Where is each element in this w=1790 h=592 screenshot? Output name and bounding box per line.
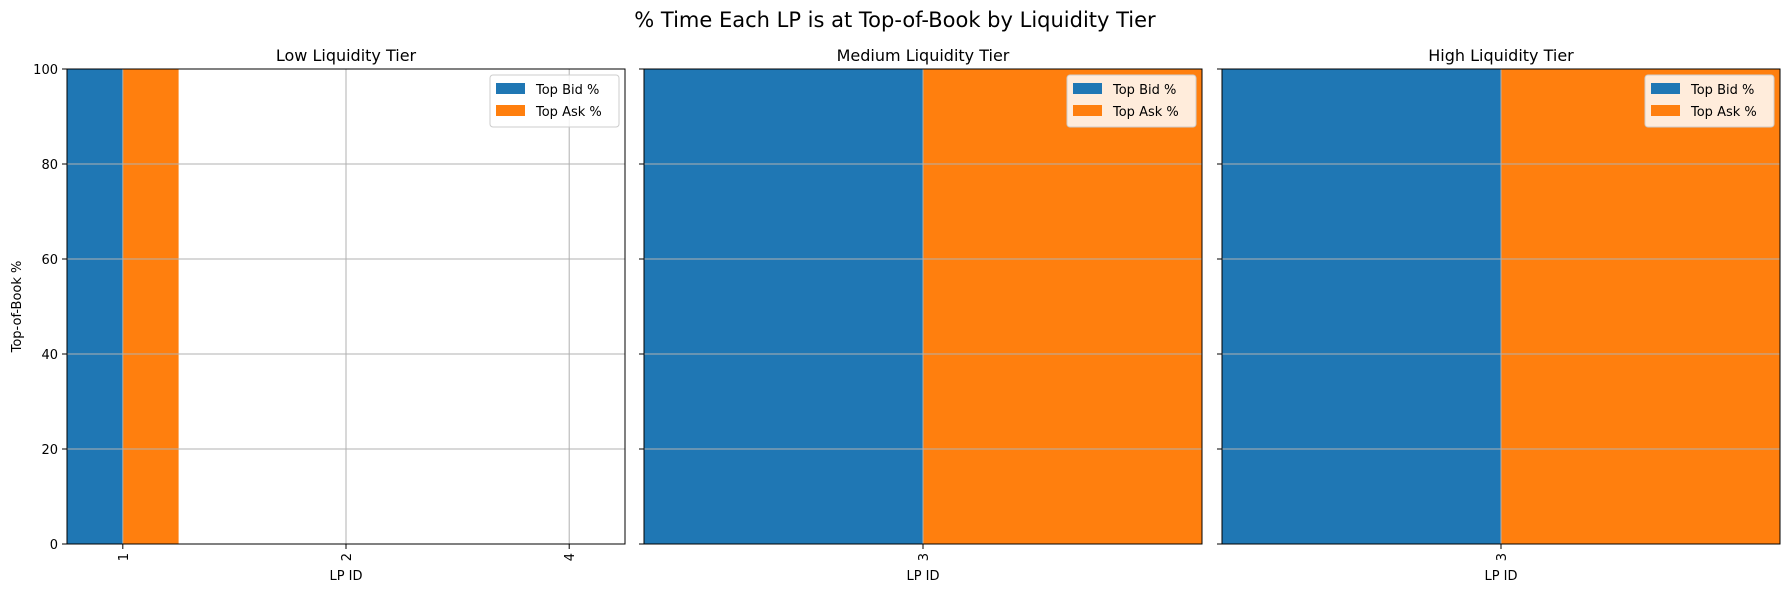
legend: Top Bid % Top Ask % bbox=[1644, 74, 1775, 128]
x-tick-label: 1 bbox=[117, 553, 132, 561]
bar-top-ask-lp-3 bbox=[923, 69, 1202, 544]
x-axis-label: LP ID bbox=[906, 569, 939, 584]
legend-swatch bbox=[496, 83, 525, 94]
legend-swatch bbox=[1073, 105, 1102, 116]
x-tick-label: 2 bbox=[340, 553, 355, 561]
y-tick-label: 0 bbox=[50, 538, 58, 553]
chart-panel-3: 3 High Liquidity Tier LP ID Top Bid % Top As… bbox=[1217, 46, 1781, 584]
legend-label: Top Ask % bbox=[1690, 105, 1757, 120]
x-tick-label: 3 bbox=[1495, 553, 1510, 561]
panel-title: Low Liquidity Tier bbox=[276, 46, 417, 65]
legend-label: Top Bid % bbox=[1112, 83, 1176, 98]
legend-swatch bbox=[1651, 83, 1680, 94]
panel-title: Medium Liquidity Tier bbox=[837, 46, 1010, 65]
y-tick-label: 60 bbox=[41, 253, 58, 268]
y-tick-label: 80 bbox=[41, 158, 58, 173]
x-tick-label: 4 bbox=[563, 553, 578, 561]
bar-top-ask-lp-1 bbox=[122, 69, 179, 544]
bar-top-bid-lp-1 bbox=[67, 69, 123, 544]
legend-label: Top Ask % bbox=[535, 105, 602, 120]
y-tick-label: 100 bbox=[33, 63, 58, 78]
legend: Top Bid % Top Ask % bbox=[1066, 74, 1197, 128]
legend-label: Top Ask % bbox=[1112, 105, 1179, 120]
legend-swatch bbox=[496, 105, 525, 116]
legend-label: Top Bid % bbox=[1690, 83, 1754, 98]
x-tick-label: 3 bbox=[917, 553, 932, 561]
legend-swatch bbox=[1073, 83, 1102, 94]
x-axis-label: LP ID bbox=[329, 569, 362, 584]
panel-title: High Liquidity Tier bbox=[1428, 46, 1574, 65]
figure-title: % Time Each LP is at Top-of-Book by Liqu… bbox=[634, 8, 1156, 32]
legend-swatch bbox=[1651, 105, 1680, 116]
y-tick-label: 40 bbox=[41, 348, 58, 363]
legend-label: Top Bid % bbox=[535, 83, 599, 98]
bar-top-bid-lp-3 bbox=[1222, 69, 1501, 544]
x-axis-label: LP ID bbox=[1484, 569, 1517, 584]
chart-panel-1: 0 20 40 60 80 100 1 2 4 Low Liquidity Tier LP ID To… bbox=[10, 46, 626, 584]
y-axis-label: Top-of-Book % bbox=[10, 261, 25, 354]
legend: Top Bid % Top Ask % bbox=[489, 74, 620, 128]
bar-top-bid-lp-3 bbox=[644, 69, 923, 544]
y-tick-label: 20 bbox=[41, 443, 58, 458]
bar-top-ask-lp-3 bbox=[1501, 69, 1780, 544]
